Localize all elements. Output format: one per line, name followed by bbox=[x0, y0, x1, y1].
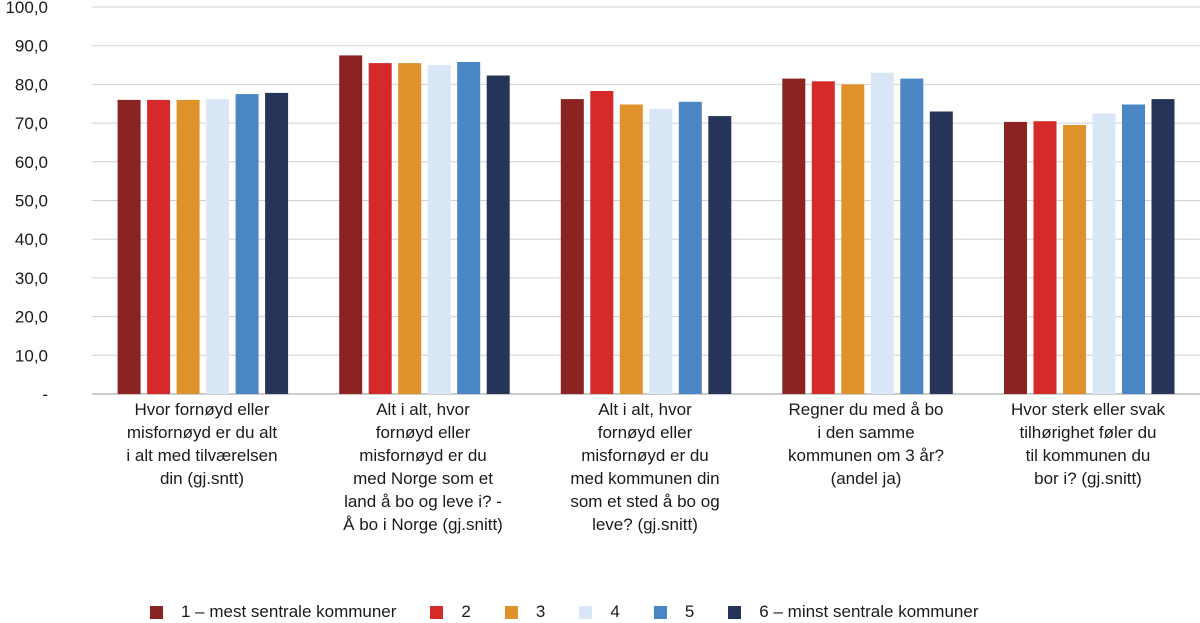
bar-series-5-category-4 bbox=[900, 78, 924, 394]
bar-series-4-category-5 bbox=[1092, 113, 1116, 395]
bar-series-5-category-1 bbox=[235, 94, 259, 394]
bar-series-4-category-3 bbox=[649, 108, 673, 395]
legend-label-3: 3 bbox=[535, 602, 546, 621]
bar-series-1-category-3 bbox=[560, 99, 584, 394]
category-label-1: Hvor fornøyd eller misfornøyd er du alt … bbox=[126, 400, 278, 488]
bar-series-2-category-4 bbox=[811, 81, 835, 395]
legend-item-6: 6 – minst sentrale kommuner bbox=[728, 602, 979, 622]
bars bbox=[117, 55, 1175, 395]
bar-series-1-category-1 bbox=[117, 99, 141, 395]
y-tick-label: 90,0 bbox=[15, 37, 48, 56]
bar-series-6-category-1 bbox=[265, 92, 289, 395]
y-tick-label: 30,0 bbox=[15, 269, 48, 288]
bar-series-6-category-3 bbox=[708, 116, 732, 394]
legend-swatch-5 bbox=[653, 605, 667, 619]
bar-chart: - 10,0 20,0 30,0 40,0 50,0 60,0 70,0 80,0 90,0 100… bbox=[5, 0, 1200, 404]
bar-series-1-category-2 bbox=[339, 55, 363, 395]
bar-series-3-category-2 bbox=[398, 63, 422, 394]
bar-series-5-category-2 bbox=[457, 62, 481, 394]
bar-series-6-category-2 bbox=[486, 75, 510, 394]
bar-series-2-category-2 bbox=[368, 63, 392, 394]
bar-series-5-category-3 bbox=[678, 101, 702, 395]
legend-item-1: 1 – mest sentrale kommuner bbox=[150, 602, 396, 622]
bar-series-4-category-4 bbox=[870, 72, 894, 395]
y-tick-label: 50,0 bbox=[15, 192, 48, 211]
y-tick-label: 10,0 bbox=[15, 346, 48, 365]
bar-series-4-category-1 bbox=[206, 99, 230, 394]
bar-series-4-category-2 bbox=[427, 65, 451, 394]
legend-item-3: 3 bbox=[504, 602, 546, 622]
legend-item-4: 4 bbox=[579, 602, 620, 622]
bar-series-6-category-5 bbox=[1151, 99, 1175, 394]
legend-item-5: 5 bbox=[653, 602, 695, 622]
bar-series-3-category-5 bbox=[1063, 125, 1086, 394]
bar-series-3-category-1 bbox=[176, 99, 200, 395]
legend-item-2: 2 bbox=[430, 602, 471, 622]
legend: 1 – mest sentrale kommuner 2 3 4 5 6 – m… bbox=[150, 601, 1013, 623]
bar-series-3-category-4 bbox=[841, 84, 865, 395]
y-tick-label: 80,0 bbox=[15, 75, 48, 94]
y-tick-label: 70,0 bbox=[15, 114, 48, 133]
y-tick-label: 100,0 bbox=[5, 0, 48, 17]
bar-series-3-category-3 bbox=[619, 104, 643, 394]
bar-series-1-category-5 bbox=[1004, 121, 1027, 395]
bar-series-2-category-3 bbox=[590, 91, 614, 394]
bar-series-1-category-4 bbox=[782, 78, 806, 394]
category-label-2: Alt i alt, hvor fornøyd eller misfornøyd… bbox=[343, 400, 503, 534]
legend-swatch-1 bbox=[150, 605, 163, 619]
y-tick-label: 20,0 bbox=[15, 308, 48, 327]
bar-series-2-category-1 bbox=[147, 99, 171, 395]
legend-label-1: 1 – mest sentrale kommuner bbox=[181, 602, 397, 621]
bar-series-5-category-5 bbox=[1122, 104, 1145, 394]
legend-label-2: 2 bbox=[461, 602, 471, 621]
category-label-5: Hvor sterk eller svak tilhørighet føler … bbox=[1011, 400, 1165, 488]
legend-swatch-3 bbox=[504, 605, 518, 619]
legend-swatch-2 bbox=[430, 605, 444, 619]
legend-label-4: 4 bbox=[610, 602, 620, 621]
legend-label-5: 5 bbox=[684, 602, 695, 621]
y-axis-ticks: - 10,0 20,0 30,0 40,0 50,0 60,0 70,0 80,0 90,0 100… bbox=[5, 0, 48, 404]
category-label-4: Regner du med å bo i den samme kommunen … bbox=[788, 400, 944, 488]
legend-swatch-6 bbox=[728, 605, 742, 619]
y-tick-label: 60,0 bbox=[15, 153, 48, 172]
y-tick-label: 40,0 bbox=[15, 230, 48, 249]
legend-label-6: 6 – minst sentrale kommuner bbox=[759, 602, 979, 621]
category-label-3: Alt i alt, hvor fornøyd eller misfornøyd… bbox=[570, 400, 720, 534]
legend-swatch-4 bbox=[579, 605, 593, 619]
y-tick-label: - bbox=[42, 385, 48, 404]
bar-series-2-category-5 bbox=[1033, 121, 1057, 394]
bar-series-6-category-4 bbox=[929, 111, 953, 394]
